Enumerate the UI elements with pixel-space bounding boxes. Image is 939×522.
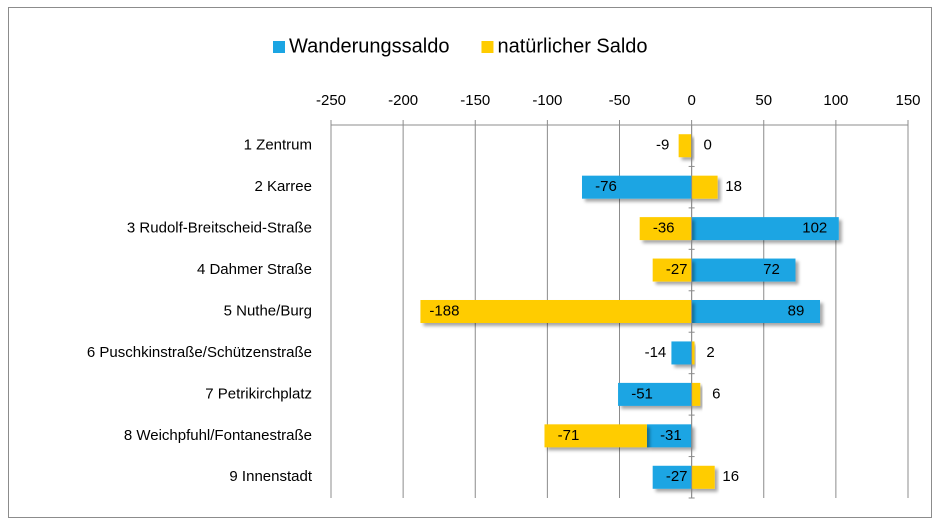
category-label: 9 Innenstadt (229, 468, 312, 485)
category-label: 8 Weichpfuhl/Fontanestraße (124, 427, 312, 444)
bar (544, 424, 647, 448)
legend-label: natürlicher Saldo (497, 35, 647, 57)
data-label: -36 (653, 220, 675, 237)
category-label: 2 Karree (254, 178, 312, 195)
data-label: -9 (656, 137, 669, 154)
bar (652, 465, 692, 489)
data-label: -188 (429, 302, 459, 319)
bar (691, 465, 715, 489)
plot-area: -250 -200 -150 -100 -50 0 50 100 150 1 Zentrum 2 K… (87, 92, 921, 499)
bar (691, 258, 796, 282)
x-tick-label: -150 (460, 92, 490, 109)
bar (639, 217, 692, 241)
category-label: 7 Petrikirchplatz (205, 385, 312, 402)
x-tick-label: 150 (895, 92, 920, 109)
bar (691, 382, 701, 406)
data-label: -51 (631, 385, 653, 402)
x-tick-label: 0 (687, 92, 695, 109)
bar (581, 175, 692, 199)
data-label: 0 (703, 137, 711, 154)
bar (646, 424, 692, 448)
data-label: 6 (712, 385, 720, 402)
bar (691, 175, 718, 199)
bar (618, 382, 692, 406)
x-tick-label: -100 (532, 92, 562, 109)
bar (691, 217, 839, 241)
x-tick-label: -250 (316, 92, 346, 109)
data-label: -27 (666, 468, 688, 485)
data-label: 16 (722, 468, 739, 485)
data-label: -14 (645, 344, 667, 361)
data-label: 89 (788, 302, 805, 319)
category-label: 6 Puschkinstraße/Schützenstraße (87, 344, 312, 361)
bar (691, 300, 821, 323)
data-label: -71 (558, 427, 580, 444)
legend-label: Wanderungssaldo (289, 35, 449, 57)
bar (678, 134, 692, 158)
data-label: 18 (725, 178, 742, 195)
data-label: -27 (666, 261, 688, 278)
x-tick-label: -200 (388, 92, 418, 109)
legend-swatch (481, 41, 494, 53)
bar (652, 258, 692, 282)
bar (691, 341, 695, 365)
legend: Wanderungssaldo natürlicher Saldo (273, 35, 648, 57)
x-tick-label: 100 (823, 92, 848, 109)
x-tick-label: 50 (755, 92, 772, 109)
data-label: 102 (802, 220, 827, 237)
category-label: 3 Rudolf-Breitscheid-Straße (127, 220, 312, 237)
category-label: 5 Nuthe/Burg (224, 302, 312, 319)
bar (420, 300, 692, 323)
category-label: 1 Zentrum (244, 137, 312, 154)
data-label: 72 (763, 261, 780, 278)
legend-swatch (273, 41, 285, 53)
category-label: 4 Dahmer Straße (197, 261, 312, 278)
data-label: -76 (595, 178, 617, 195)
bar (671, 341, 692, 365)
data-label: 2 (706, 344, 714, 361)
x-tick-label: -50 (609, 92, 631, 109)
data-label: -31 (660, 427, 682, 444)
